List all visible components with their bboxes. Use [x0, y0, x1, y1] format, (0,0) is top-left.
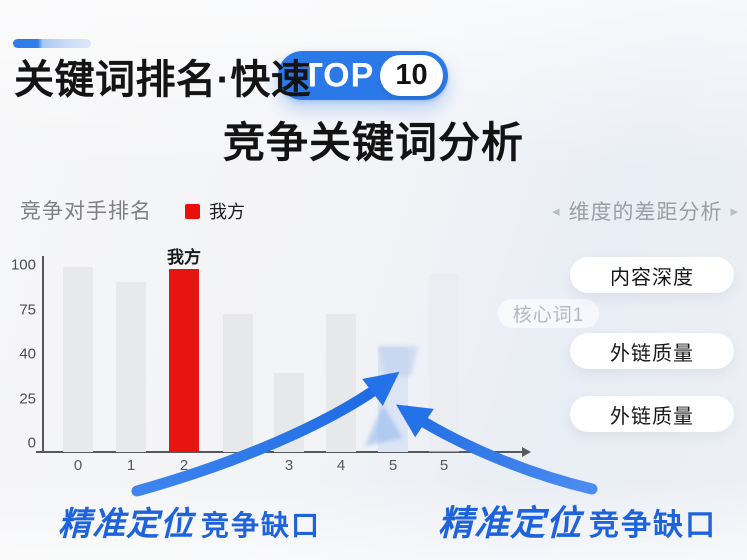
competitor-rank-bar [274, 373, 304, 452]
x-axis-tick-label: 5 [439, 457, 449, 474]
annotation-text: 竞争缺口 [589, 509, 718, 542]
y-axis-tick-label: 75 [19, 301, 36, 318]
annotation-text: 竞争缺口 [201, 510, 322, 541]
page-subtitle: 竞争关键词分析 [222, 119, 524, 166]
top10-badge: TOP 10 [278, 51, 448, 100]
our-bar-label: 我方 [167, 248, 201, 267]
x-axis-tick-label: 0 [73, 457, 83, 474]
x-axis-tick-label: 1 [126, 457, 136, 474]
x-axis-tick-label: 3 [284, 457, 294, 474]
chart-title: 竞争对手排名 [20, 200, 152, 223]
x-axis-tick [236, 453, 238, 459]
dimension-pill-3[interactable]: 外链质量 [570, 396, 734, 432]
chevron-left-icon[interactable]: ◂ [552, 203, 561, 220]
badge-top-label: TOP [302, 56, 375, 94]
competitor-rank-bar [429, 274, 459, 452]
competitor-rank-bar [63, 267, 93, 452]
y-axis-tick-label: 40 [19, 345, 36, 363]
y-axis-tick-label: 0 [27, 434, 36, 452]
legend-swatch-red [185, 203, 200, 219]
core-keyword-tag[interactable]: 核心词1 [498, 299, 599, 328]
competitor-rank-bar [326, 314, 356, 452]
dimension-pill-2[interactable]: 外链质量 [570, 333, 734, 369]
x-axis-tick-label: 5 [388, 457, 398, 474]
chart-legend: 我方 [185, 198, 245, 224]
x-axis-tick-label: 4 [336, 457, 346, 474]
decorative-progress-bar [13, 39, 91, 48]
dimension-pill-1[interactable]: 内容深度 [570, 257, 734, 293]
y-axis-tick-label: 100 [10, 256, 36, 274]
our-rank-bar [169, 269, 199, 452]
competitor-rank-bar [378, 347, 408, 452]
gap-annotation-right: 精准定位 竞争缺口 [438, 495, 717, 546]
chevron-right-icon[interactable]: ▸ [730, 203, 740, 220]
legend-label: 我方 [209, 202, 245, 222]
badge-number: 10 [380, 55, 443, 96]
competitor-rank-bar [116, 282, 146, 452]
dimension-analysis-title: 维度的差距分析 [568, 201, 723, 224]
annotation-emphasis: 精准定位 [58, 505, 194, 542]
annotation-emphasis: 精准定位 [438, 504, 583, 543]
x-axis-tick-label: 2 [179, 457, 189, 474]
gap-annotation-left: 精准定位 竞争缺口 [58, 497, 321, 545]
competitor-rank-bar [223, 314, 253, 452]
dimension-analysis-header: ◂ 维度的差距分析 ▸ [552, 196, 739, 226]
y-axis-line [42, 256, 44, 453]
y-axis-tick-label: 25 [19, 390, 36, 407]
page-title: 关键词排名·快速 [14, 58, 312, 102]
x-axis-tick [494, 453, 496, 459]
